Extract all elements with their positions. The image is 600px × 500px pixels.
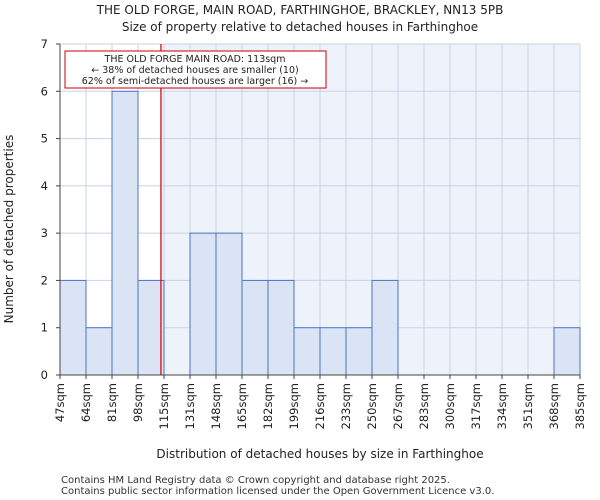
footer-line-1: Contains HM Land Registry data © Crown c… xyxy=(61,475,450,486)
x-axis: 47sqm 64sqm 81sqm 98sqm 115sqm 131sqm 148sqm 16… xyxy=(53,374,587,429)
y-tick-label: 6 xyxy=(41,84,48,98)
x-tick-label-165sqm: 165sqm xyxy=(235,383,249,429)
bar-81sqm xyxy=(111,90,139,376)
bars xyxy=(59,90,581,376)
x-tick-label-98sqm: 98sqm xyxy=(131,383,145,422)
x-tick-label-115sqm: 115sqm xyxy=(157,383,171,429)
bar-64sqm xyxy=(85,327,113,376)
bar-148sqm xyxy=(215,232,243,376)
bar-47sqm xyxy=(59,279,87,376)
bar-165sqm xyxy=(241,279,269,376)
chart-subtitle: Size of property relative to detached ho… xyxy=(122,20,478,34)
x-tick-label-131sqm: 131sqm xyxy=(183,383,197,429)
y-tick-label: 1 xyxy=(41,321,48,335)
chart-title: THE OLD FORGE, MAIN ROAD, FARTHINGHOE, B… xyxy=(96,3,504,17)
x-tick-label-216sqm: 216sqm xyxy=(313,383,327,429)
x-tick-label-47sqm: 47sqm xyxy=(53,383,67,422)
x-tick-label-64sqm: 64sqm xyxy=(79,383,93,422)
x-tick-label-182sqm: 182sqm xyxy=(261,383,275,429)
x-tick-label-351sqm: 351sqm xyxy=(521,383,535,429)
y-tick-label: 7 xyxy=(41,37,48,51)
x-tick-label-368sqm: 368sqm xyxy=(547,383,561,429)
y-tick-label: 3 xyxy=(41,226,48,240)
bar-182sqm xyxy=(267,279,295,376)
bar-199sqm xyxy=(293,327,321,376)
x-tick-label-385sqm: 385sqm xyxy=(573,383,587,429)
y-axis: 0 1 2 3 4 5 6 7 xyxy=(41,37,61,382)
x-tick-label-300sqm: 300sqm xyxy=(443,383,457,429)
annotation-line-3: 62% of semi-detached houses are larger (… xyxy=(82,76,309,87)
annotation-box: THE OLD FORGE MAIN ROAD: 113sqm ← 38% of… xyxy=(64,50,327,89)
y-axis-label: Number of detached properties xyxy=(2,135,16,324)
x-tick-label-233sqm: 233sqm xyxy=(339,383,353,429)
y-tick-label: 0 xyxy=(41,368,48,382)
x-tick-label-81sqm: 81sqm xyxy=(105,383,119,422)
x-tick-label-148sqm: 148sqm xyxy=(209,383,223,429)
annotation-line-2: ← 38% of detached houses are smaller (10… xyxy=(91,65,298,76)
x-tick-label-317sqm: 317sqm xyxy=(469,383,483,429)
bar-233sqm xyxy=(345,327,373,376)
x-tick-label-250sqm: 250sqm xyxy=(365,383,379,429)
bar-250sqm xyxy=(371,279,399,376)
y-tick-label: 5 xyxy=(41,132,48,146)
bar-98sqm xyxy=(137,279,165,376)
y-tick-label: 2 xyxy=(41,273,48,287)
x-tick-label-267sqm: 267sqm xyxy=(391,383,405,429)
x-tick-label-334sqm: 334sqm xyxy=(495,383,509,429)
footer-line-2: Contains public sector information licen… xyxy=(61,486,494,497)
bar-216sqm xyxy=(319,327,347,376)
bar-368sqm xyxy=(553,327,581,376)
x-axis-label: Distribution of detached houses by size … xyxy=(156,447,483,461)
bar-131sqm xyxy=(189,232,217,376)
y-tick-label: 4 xyxy=(41,179,48,193)
annotation-line-1: THE OLD FORGE MAIN ROAD: 113sqm xyxy=(104,54,286,65)
x-tick-label-283sqm: 283sqm xyxy=(417,383,431,429)
x-tick-label-199sqm: 199sqm xyxy=(287,383,301,429)
